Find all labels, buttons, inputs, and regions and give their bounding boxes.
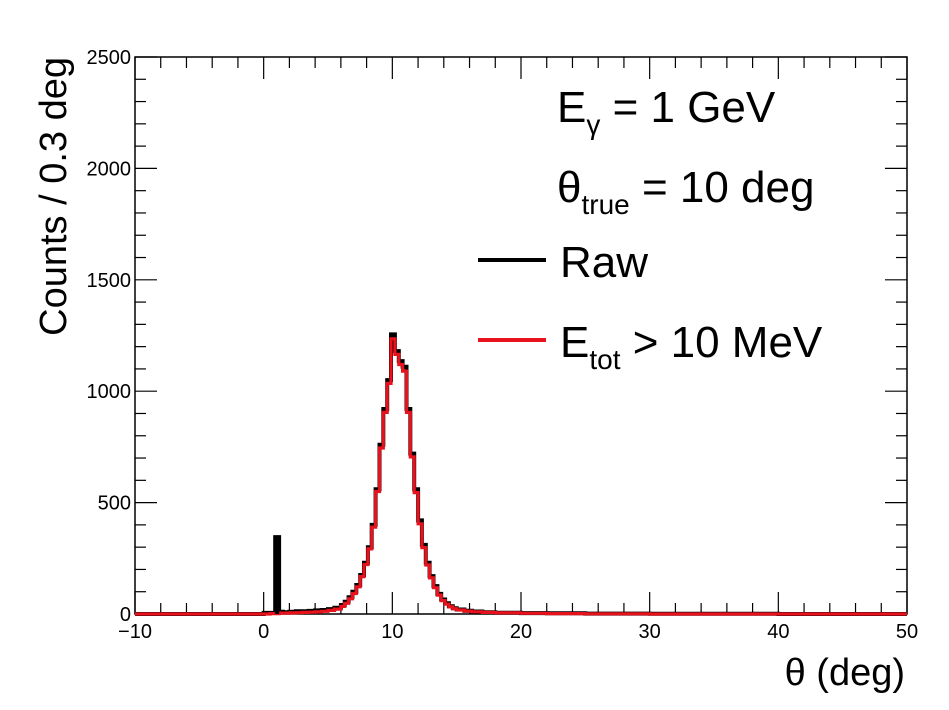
x-tick-label: 30	[639, 621, 661, 643]
annotation-theta-true: θtrue = 10 deg	[557, 163, 814, 220]
legend-label-0-main: Raw	[560, 238, 648, 287]
raw-spike-bar	[275, 537, 280, 614]
x-tick-label: −10	[118, 621, 152, 643]
y-axis-title: Counts / 0.3 deg	[33, 57, 75, 336]
annotation-energy-sub: γ	[586, 109, 600, 140]
annotations: Eγ = 1 GeV θtrue = 10 deg	[557, 83, 814, 220]
series-etot-line	[135, 337, 907, 616]
series-raw-line	[135, 332, 907, 616]
legend-label-1-sub: tot	[589, 344, 620, 375]
annotation-theta-true-sub: true	[581, 189, 629, 220]
legend-label-1-rest: > 10 MeV	[621, 318, 823, 367]
data-series	[135, 332, 907, 616]
x-tick-label: 50	[896, 621, 918, 643]
x-axis-title: θ (deg)	[785, 652, 905, 694]
annotation-energy-rest: = 1 GeV	[600, 83, 776, 132]
legend: Raw Etot > 10 MeV	[478, 238, 823, 375]
legend-label-0: Raw	[560, 238, 648, 287]
y-tick-label: 1000	[87, 381, 132, 403]
legend-label-1: Etot > 10 MeV	[560, 318, 823, 375]
y-tick-label: 0	[120, 604, 131, 626]
annotation-theta-true-main: θ	[557, 163, 581, 212]
legend-label-1-main: E	[560, 318, 589, 367]
y-tick-label: 2500	[87, 47, 132, 69]
y-tick-label: 500	[98, 493, 131, 515]
y-tick-label: 2000	[87, 158, 132, 180]
y-tick-label: 1500	[87, 270, 132, 292]
x-tick-label: 40	[767, 621, 789, 643]
x-axis-ticks: −10 0 10 20 30 40 50	[118, 57, 918, 643]
x-tick-label: 10	[381, 621, 403, 643]
annotation-energy-main: E	[557, 83, 586, 132]
x-tick-label: 20	[510, 621, 532, 643]
annotation-energy: Eγ = 1 GeV	[557, 83, 776, 140]
annotation-theta-true-rest: = 10 deg	[630, 163, 815, 212]
x-tick-label: 0	[258, 621, 269, 643]
